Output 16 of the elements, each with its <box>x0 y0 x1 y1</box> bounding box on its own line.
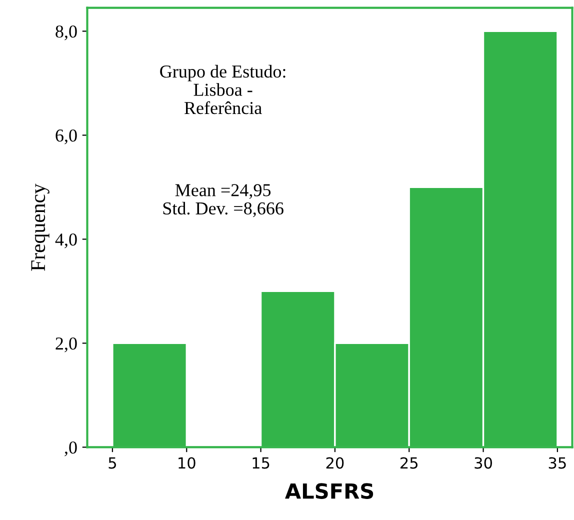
annotation: Mean =24,95 Std. Dev. =8,666 <box>163 184 284 218</box>
y-tick-label: 4,0 <box>55 233 77 248</box>
y-tick-label: 2,0 <box>56 337 77 352</box>
x-tick-label: 10 <box>178 457 196 469</box>
x-tick-label: 15 <box>252 457 270 469</box>
x-tick-label: 20 <box>326 457 344 469</box>
y-tick-label: 6,0 <box>56 129 77 144</box>
y-tick-label: 8,0 <box>56 25 77 40</box>
y-axis-title: Frequency <box>31 184 50 271</box>
x-axis-title: ALSFRS <box>285 483 374 499</box>
x-tick-label: 35 <box>548 457 566 469</box>
annotation: Grupo de Estudo: Lisboa - Referência <box>160 64 286 114</box>
x-tick-label: 25 <box>400 457 418 469</box>
y-tick-label: ,0 <box>64 441 77 456</box>
x-tick-label: 30 <box>474 457 492 469</box>
x-tick-label: 5 <box>108 457 116 469</box>
